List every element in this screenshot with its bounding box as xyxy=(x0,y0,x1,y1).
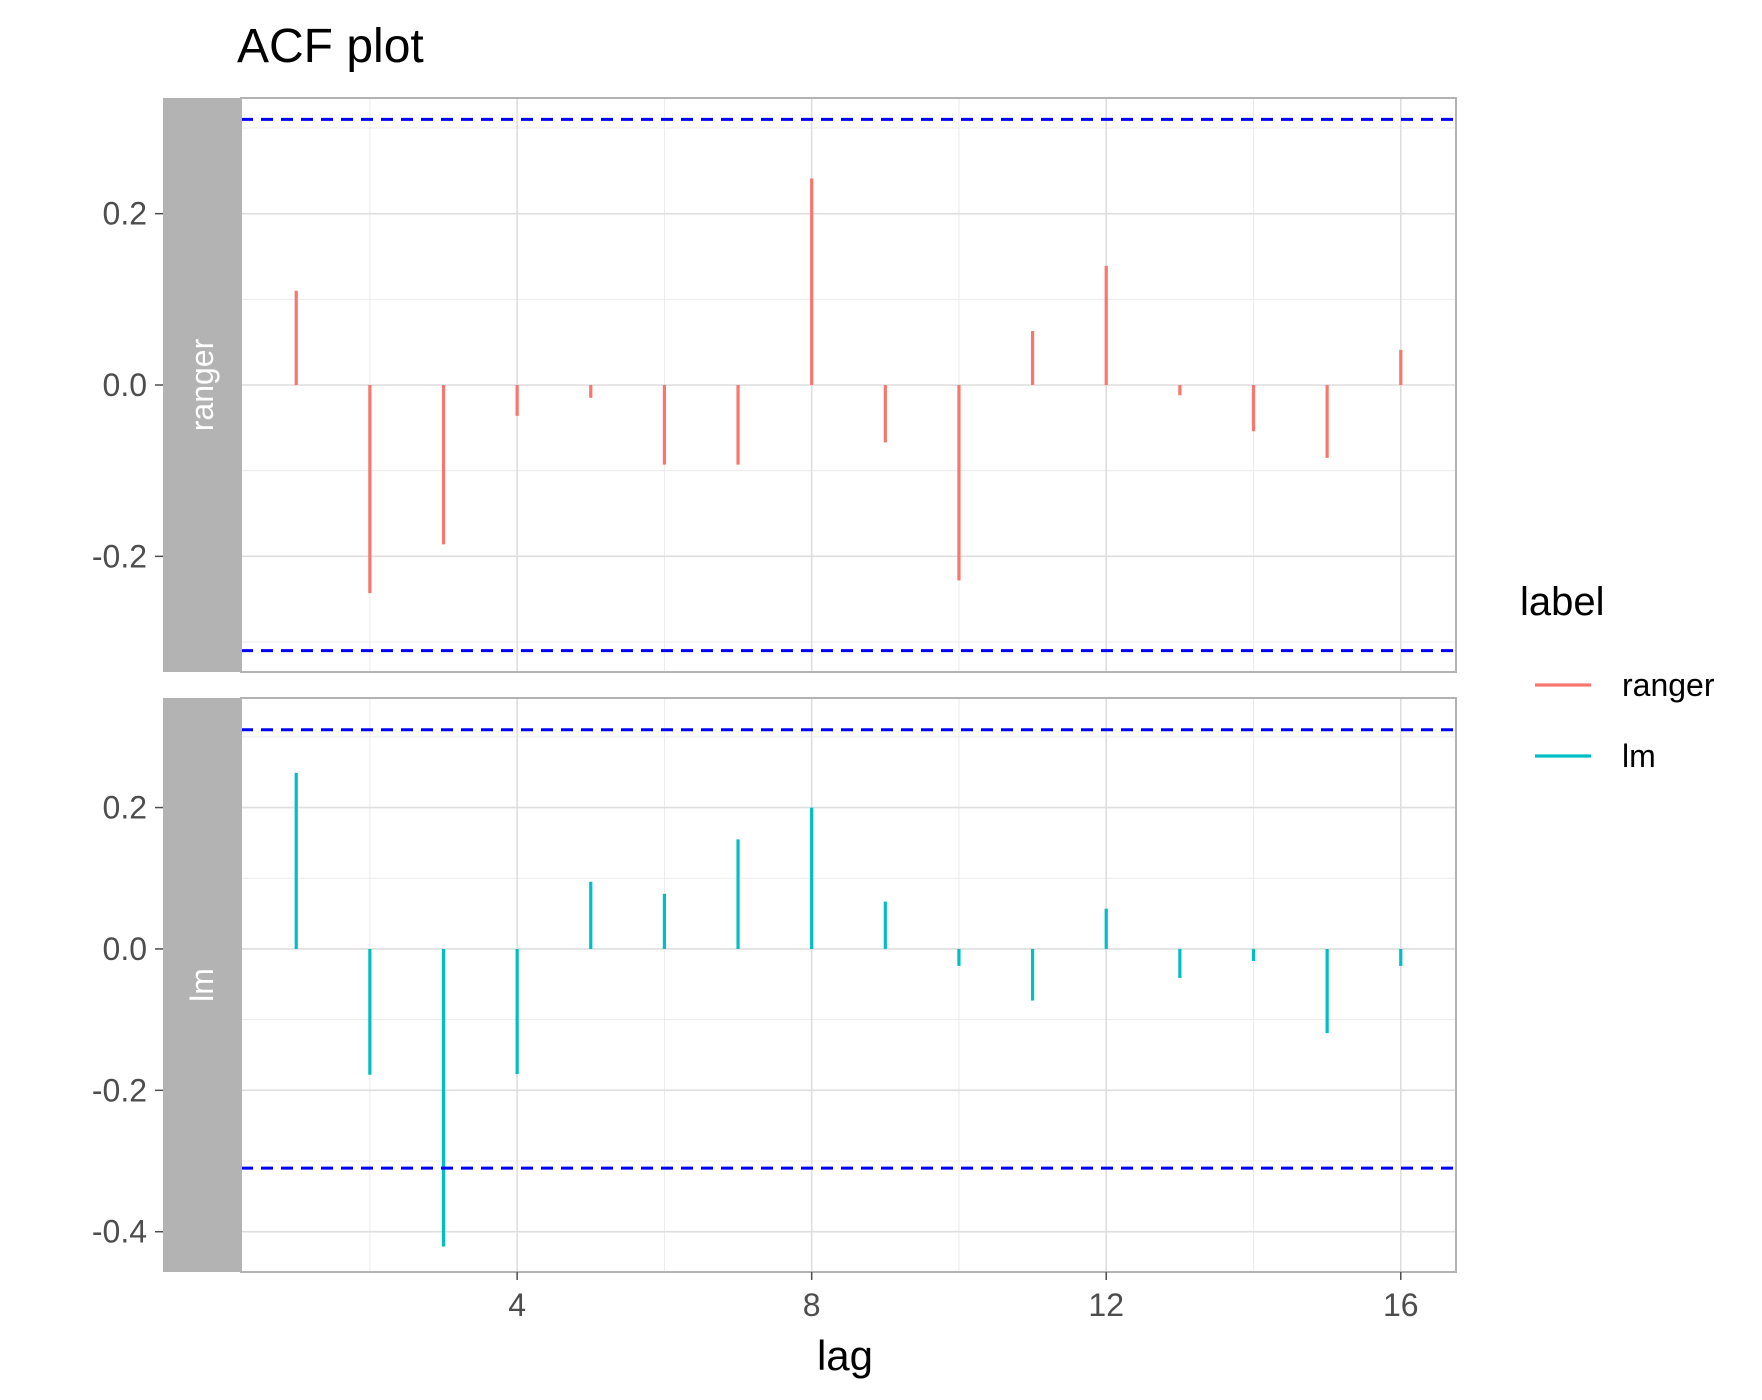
legend-title: label xyxy=(1520,580,1605,624)
panel-ranger: ranger -0.2 0.0 0.2 xyxy=(92,97,1457,673)
y-tick-label: 0.2 xyxy=(103,790,147,826)
strip-lm xyxy=(163,698,241,1272)
panel-lm: lm -0.4 -0.2 0.0 0.2 xyxy=(92,697,1457,1273)
strip-label-ranger: ranger xyxy=(184,338,220,431)
x-tick-label: 12 xyxy=(1088,1287,1124,1323)
y-tick-label: 0.0 xyxy=(103,367,147,403)
legend-label-lm: lm xyxy=(1622,738,1656,774)
y-tick-label: -0.4 xyxy=(92,1214,147,1250)
x-tick-label: 8 xyxy=(803,1287,821,1323)
facet-panels: ranger -0.2 0.0 0.2 lm -0.4 -0.2 0.0 0.2 xyxy=(92,97,1457,1273)
legend: label ranger lm xyxy=(1520,580,1715,774)
strip-ranger xyxy=(163,98,241,672)
y-tick-label: -0.2 xyxy=(92,538,147,574)
chart-title: ACF plot xyxy=(237,20,424,73)
panel-border xyxy=(240,697,1457,1273)
x-axis-title: lag xyxy=(817,1332,873,1379)
y-tick-label: -0.2 xyxy=(92,1072,147,1108)
y-tick-label: 0.0 xyxy=(103,931,147,967)
strip-label-lm: lm xyxy=(184,968,220,1002)
x-tick-label: 16 xyxy=(1383,1287,1419,1323)
x-tick-label: 4 xyxy=(508,1287,526,1323)
legend-label-ranger: ranger xyxy=(1622,667,1715,703)
panel-border xyxy=(240,97,1457,673)
x-axis: 4 8 12 16 xyxy=(508,1272,1419,1323)
y-tick-label: 0.2 xyxy=(103,196,147,232)
